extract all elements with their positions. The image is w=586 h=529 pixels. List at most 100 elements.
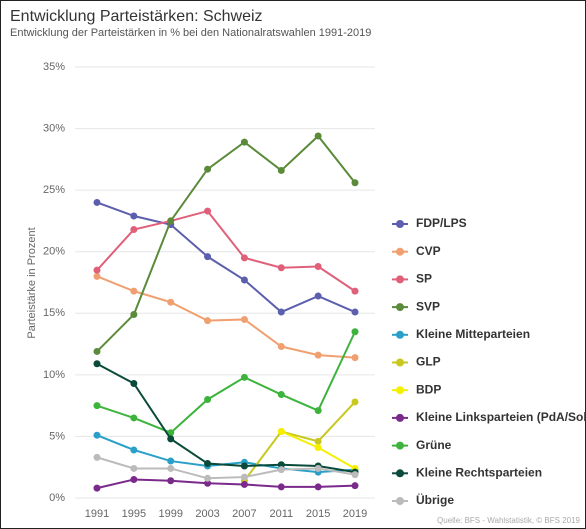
point [277, 391, 285, 399]
point [130, 311, 138, 319]
point [277, 308, 285, 316]
point [204, 253, 212, 261]
point [93, 453, 101, 461]
legend-label: SVP [416, 299, 440, 313]
legend-marker [396, 358, 404, 367]
point [130, 446, 138, 454]
point [277, 466, 285, 474]
y-tick-label: 25% [43, 184, 65, 196]
point [314, 464, 322, 472]
point [314, 132, 322, 140]
point [93, 484, 101, 492]
point [351, 328, 359, 336]
point [351, 308, 359, 316]
point [240, 473, 248, 481]
point [351, 354, 359, 362]
point [93, 402, 101, 410]
point [130, 379, 138, 387]
y-tick-label: 15% [43, 307, 65, 319]
point [130, 226, 138, 234]
point [204, 395, 212, 403]
point [314, 262, 322, 270]
point [130, 464, 138, 472]
x-tick-label: 2011 [269, 508, 293, 520]
point [93, 272, 101, 280]
legend-label: GLP [416, 355, 441, 369]
point [93, 347, 101, 355]
y-tick-label: 35% [43, 61, 65, 73]
point [240, 373, 248, 381]
point [204, 479, 212, 487]
legend-label: SP [416, 272, 432, 286]
series-line [96, 201, 356, 314]
legend-marker [396, 247, 404, 256]
point [93, 266, 101, 274]
point [240, 254, 248, 262]
point [277, 166, 285, 174]
legend-marker [396, 386, 404, 395]
legend-label: Kleine Rechtsparteien [416, 465, 542, 479]
point [240, 315, 248, 323]
y-tick-label: 20% [43, 246, 65, 258]
legend-label: FDP/LPS [416, 216, 467, 230]
point [314, 483, 322, 491]
point [167, 464, 175, 472]
point [351, 287, 359, 295]
point [351, 398, 359, 406]
point [351, 179, 359, 187]
x-tick-label: 2019 [343, 508, 367, 520]
point [277, 428, 285, 436]
point [277, 264, 285, 272]
point [93, 360, 101, 368]
x-tick-label: 1999 [158, 508, 182, 520]
point [314, 444, 322, 452]
point [93, 198, 101, 206]
point [240, 480, 248, 488]
point [277, 483, 285, 491]
point [351, 471, 359, 479]
series-line [96, 209, 356, 292]
legend-marker [396, 469, 404, 478]
legend-marker [396, 413, 404, 422]
legend-label: BDP [416, 382, 441, 396]
source: Quelle: BFS - Wahlstatistik, © BFS 2019 [437, 516, 581, 525]
point [240, 462, 248, 470]
legend-marker [396, 330, 404, 339]
legend-label: Grüne [416, 438, 452, 452]
series-line [96, 275, 356, 359]
point [277, 343, 285, 351]
series-line [96, 456, 356, 480]
point [130, 212, 138, 220]
legend-label: CVP [416, 244, 441, 258]
series-line [96, 478, 356, 490]
x-tick-label: 2007 [232, 508, 256, 520]
series-line [96, 331, 356, 434]
y-tick-label: 30% [43, 122, 65, 134]
legend-label: Kleine Mitteparteien [416, 327, 530, 341]
point [167, 477, 175, 485]
point [93, 431, 101, 439]
point [204, 165, 212, 173]
point [204, 474, 212, 482]
x-tick-label: 2003 [195, 508, 219, 520]
x-tick-label: 1995 [122, 508, 146, 520]
point [204, 460, 212, 468]
y-tick-label: 10% [43, 369, 65, 381]
legend-label: Kleine Linksparteien (PdA/Sol. [416, 410, 586, 424]
point [167, 435, 175, 443]
legend-marker [396, 303, 404, 312]
x-tick-label: 1991 [85, 508, 109, 520]
point [167, 457, 175, 465]
point [314, 292, 322, 300]
series-line [96, 362, 356, 474]
point [167, 217, 175, 225]
point [277, 461, 285, 469]
point [130, 287, 138, 295]
point [351, 482, 359, 490]
legend-marker [396, 441, 404, 450]
y-tick-label: 5% [49, 430, 65, 442]
point [240, 138, 248, 146]
y-tick-label: 0% [49, 492, 65, 504]
series-line [243, 401, 356, 482]
